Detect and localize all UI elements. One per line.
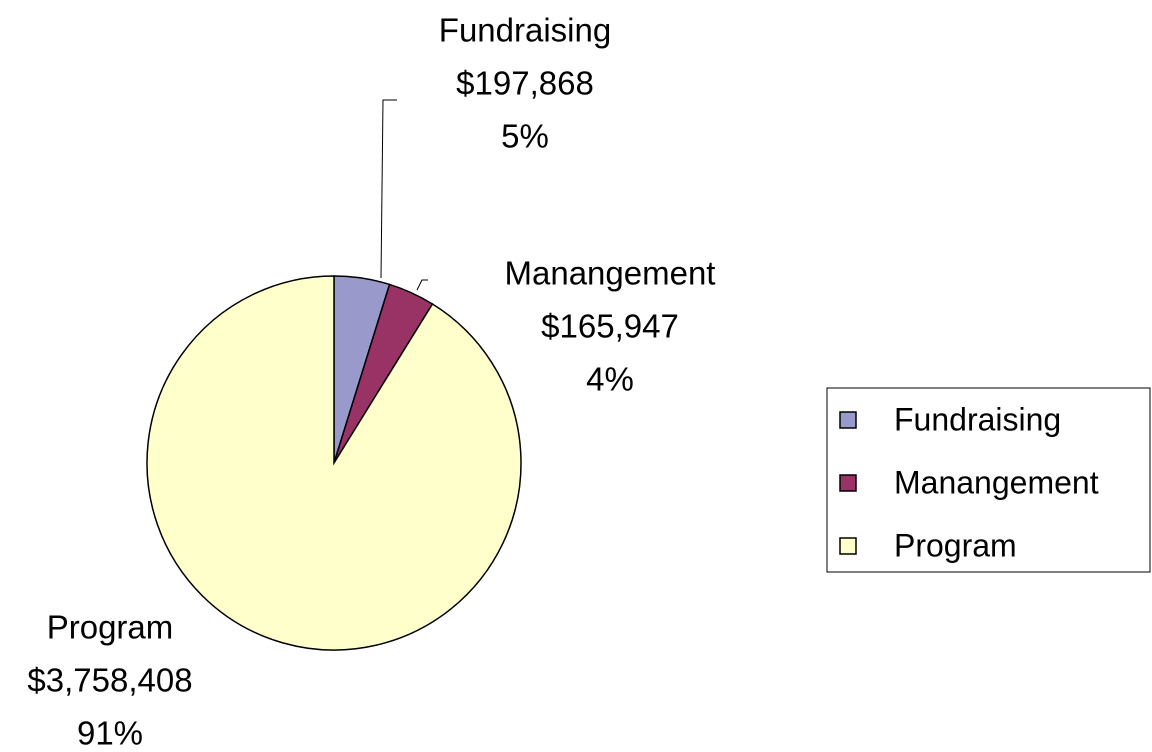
legend: Fundraising Manangement Program — [839, 401, 1099, 563]
legend-swatch — [839, 411, 857, 429]
pie-slice — [146, 275, 522, 651]
slice-value: $165,947 — [541, 308, 679, 345]
slice-percent: 91% — [77, 715, 143, 752]
legend-swatch — [839, 474, 857, 492]
leader-line — [416, 279, 428, 291]
slice-value: $3,758,408 — [27, 662, 192, 699]
legend-label: Fundraising — [894, 401, 1061, 437]
slice-value: $197,868 — [456, 65, 594, 102]
legend-label: Program — [894, 527, 1017, 563]
legend-label: Manangement — [894, 464, 1099, 500]
leader-line — [380, 99, 397, 279]
slice-percent: 4% — [586, 361, 634, 398]
slice-label: Fundraising — [439, 12, 611, 49]
slice-label: Manangement — [505, 255, 716, 292]
legend-box — [826, 387, 1151, 573]
slice-percent: 5% — [501, 118, 549, 155]
legend-swatch — [839, 537, 857, 555]
slice-label: Program — [47, 609, 174, 646]
